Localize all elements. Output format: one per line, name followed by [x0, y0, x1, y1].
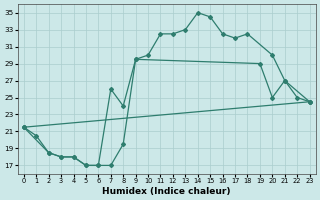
- X-axis label: Humidex (Indice chaleur): Humidex (Indice chaleur): [102, 187, 231, 196]
